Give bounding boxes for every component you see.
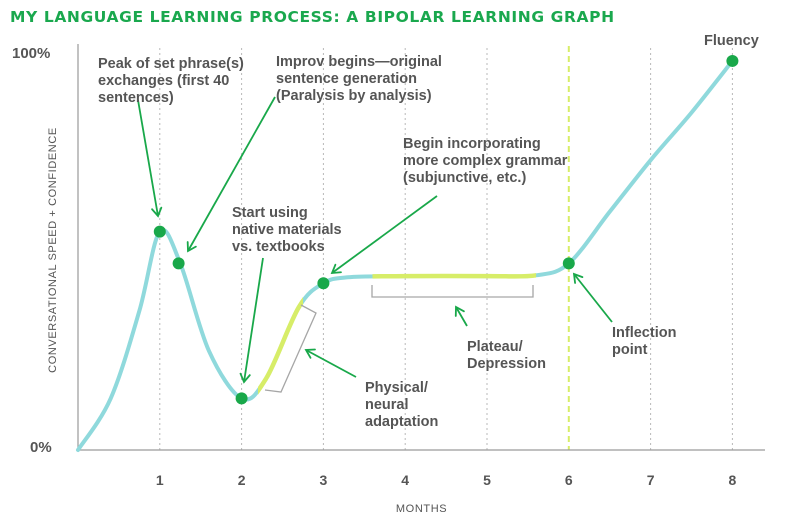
x-tick-label: 1 (156, 472, 164, 488)
annotation-line: more complex grammar (403, 153, 568, 169)
grammar-arrow-head (330, 263, 342, 275)
plateau-bracket (371, 285, 534, 298)
annotation-line: Improv begins—original (276, 54, 442, 70)
annotation-fluency: Fluency (704, 33, 759, 49)
data-point (562, 257, 575, 270)
x-tick-label: 2 (238, 472, 246, 488)
annotation-line: exchanges (first 40 (98, 73, 229, 89)
annotation-inflection: Inflection point (612, 325, 676, 358)
labels: 1 2 3 4 5 6 7 8 100% 0% MONTHS CONVERSATIONAL SPEED… (12, 33, 759, 515)
annotation-line: vs. textbooks (232, 239, 325, 255)
plateau-arrow (455, 306, 468, 327)
annotation-native: Start using native materials vs. textbooks (232, 205, 342, 255)
annotation-line: neural (365, 397, 409, 413)
x-tick-label: 3 (320, 472, 328, 488)
annotation-line: sentences) (98, 90, 174, 106)
inflection-arrow (573, 273, 613, 323)
annotation-plateau: Plateau/Depression (467, 339, 546, 372)
brackets (264, 285, 534, 393)
annotation-peak: Peak of set phrase(s) exchanges (first 40… (98, 56, 244, 106)
physical-arrow (305, 349, 357, 378)
native-arrow-head (239, 372, 251, 384)
physical-arrow-head (304, 348, 316, 359)
annotation-line: Physical/ (365, 380, 428, 396)
arrows (137, 96, 613, 384)
x-tick-label: 5 (483, 472, 491, 488)
annotation-line: Begin incorporating (403, 136, 541, 152)
adaptation-bracket (264, 304, 317, 393)
peak-arrow-head (151, 206, 163, 218)
y-tick-0: 0% (30, 439, 52, 456)
annotation-grammar: Begin incorporating more complex grammar(… (403, 136, 568, 186)
improv-arrow-head (186, 241, 197, 253)
annotation-line: sentence generation (276, 71, 417, 87)
data-point (153, 225, 166, 238)
inflection-arrow-head (572, 272, 584, 284)
annotation-line: point (612, 342, 648, 358)
annotation-line: Start using (232, 205, 308, 221)
annotation-physical: Physical/neural adaptation (365, 380, 438, 430)
markers (153, 54, 739, 405)
x-tick-label: 4 (401, 472, 409, 488)
annotation-line: native materials (232, 222, 342, 238)
data-point (726, 54, 739, 67)
x-tick-label: 7 (647, 472, 655, 488)
annotation-line: Depression (467, 356, 546, 372)
x-tick-label: 8 (729, 472, 737, 488)
x-tick-label: 6 (565, 472, 573, 488)
annotation-line: (subjunctive, etc.) (403, 170, 526, 186)
data-point (172, 257, 185, 270)
plateau-arrow-head (454, 305, 465, 317)
y-axis-label: CONVERSATIONAL SPEED + CONFIDENCE (47, 127, 59, 373)
annotation-line: adaptation (365, 414, 438, 430)
improv-arrow (187, 96, 276, 252)
annotation-improv: Improv begins—original sentence generatio… (276, 54, 442, 104)
peak-arrow (137, 99, 159, 217)
annotation-line: Plateau/ (467, 339, 523, 355)
annotation-line: (Paralysis by analysis) (276, 88, 432, 104)
gridlines (159, 46, 733, 450)
annotation-line: Inflection (612, 325, 676, 341)
y-tick-100: 100% (12, 45, 50, 62)
data-point (317, 277, 330, 290)
axes (77, 44, 765, 451)
x-axis-label: MONTHS (396, 503, 447, 515)
annotation-line: Fluency (704, 33, 759, 49)
grammar-arrow (331, 195, 438, 274)
chart-title: MY LANGUAGE LEARNING PROCESS: A BIPOLAR … (10, 8, 615, 26)
data-point (235, 392, 248, 405)
annotation-line: Peak of set phrase(s) (98, 56, 244, 72)
native-arrow (243, 257, 264, 383)
